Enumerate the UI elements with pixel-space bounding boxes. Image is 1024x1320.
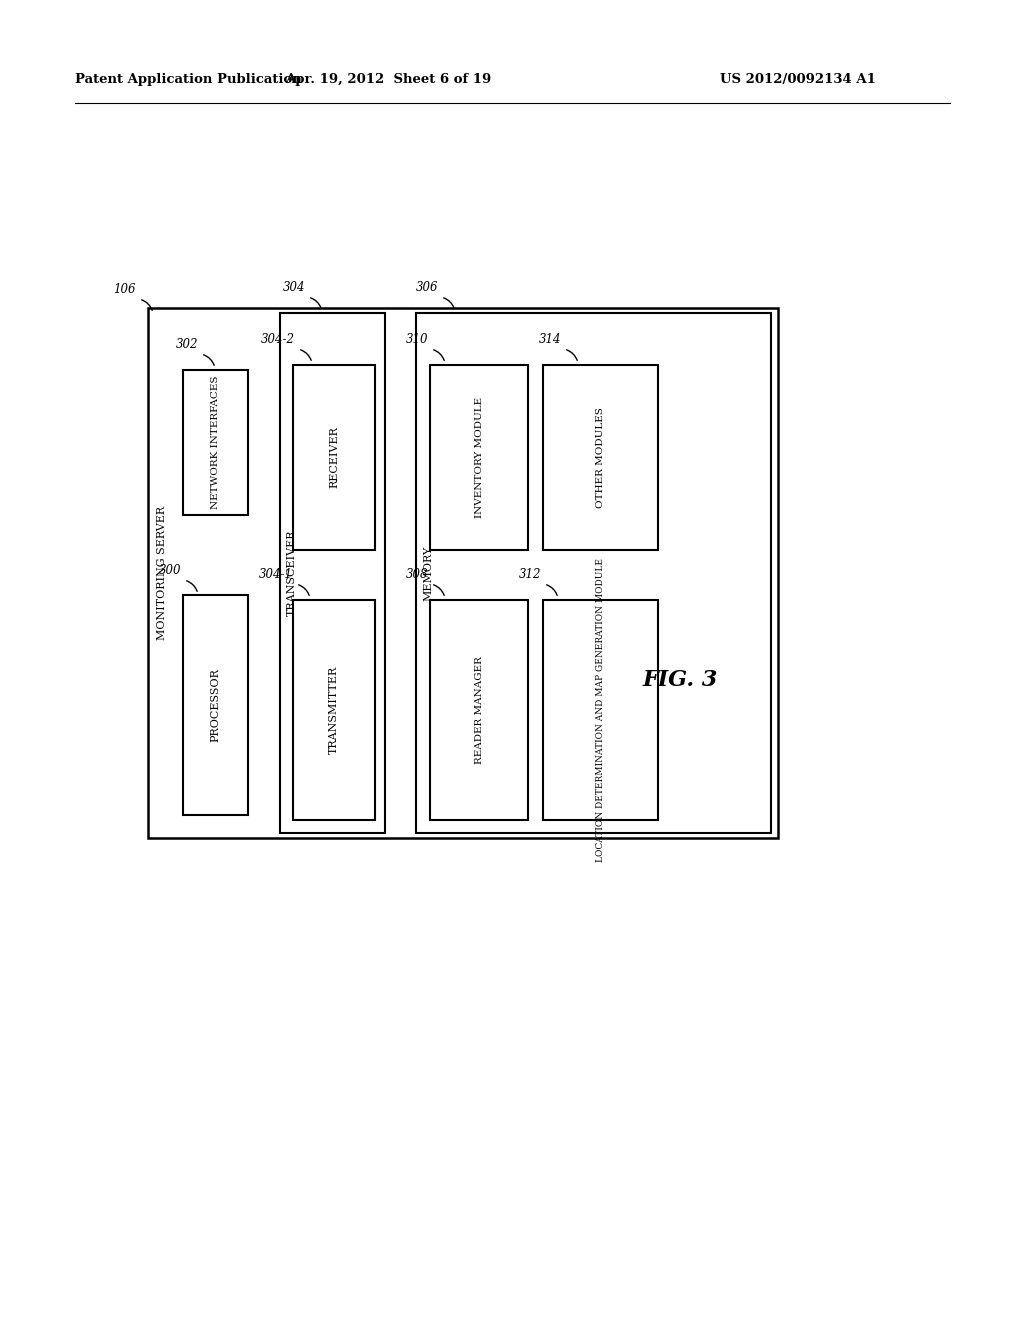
- Bar: [280, 313, 385, 833]
- Text: TRANSCEIVER: TRANSCEIVER: [287, 529, 297, 616]
- Text: 304-1: 304-1: [259, 568, 293, 581]
- Text: 304-2: 304-2: [261, 333, 295, 346]
- Text: 302: 302: [175, 338, 198, 351]
- Text: FIG. 3: FIG. 3: [642, 669, 718, 690]
- Text: 308: 308: [406, 568, 428, 581]
- Text: RECEIVER: RECEIVER: [329, 426, 339, 488]
- Text: PROCESSOR: PROCESSOR: [211, 668, 220, 742]
- Text: 306: 306: [416, 281, 438, 294]
- Bar: [183, 370, 248, 515]
- Bar: [148, 308, 778, 838]
- Text: US 2012/0092134 A1: US 2012/0092134 A1: [720, 74, 876, 87]
- Text: LOCATION DETERMINATION AND MAP GENERATION MODULE: LOCATION DETERMINATION AND MAP GENERATIO…: [596, 558, 605, 862]
- Text: Patent Application Publication: Patent Application Publication: [75, 74, 302, 87]
- Text: 312: 312: [518, 568, 541, 581]
- Bar: [293, 601, 375, 820]
- Bar: [543, 366, 658, 550]
- Text: Apr. 19, 2012  Sheet 6 of 19: Apr. 19, 2012 Sheet 6 of 19: [285, 74, 492, 87]
- Text: 314: 314: [539, 333, 561, 346]
- Bar: [293, 366, 375, 550]
- Bar: [430, 366, 528, 550]
- Text: READER MANAGER: READER MANAGER: [474, 656, 483, 764]
- Text: TRANSMITTER: TRANSMITTER: [329, 665, 339, 754]
- Text: 106: 106: [114, 282, 136, 296]
- Text: MONITORING SERVER: MONITORING SERVER: [157, 506, 167, 640]
- Bar: [543, 601, 658, 820]
- Text: OTHER MODULES: OTHER MODULES: [596, 407, 605, 508]
- Text: MEMORY: MEMORY: [423, 545, 433, 601]
- Text: 304: 304: [283, 281, 305, 294]
- Text: 300: 300: [159, 564, 181, 577]
- Bar: [183, 595, 248, 814]
- Bar: [416, 313, 771, 833]
- Text: INVENTORY MODULE: INVENTORY MODULE: [474, 397, 483, 517]
- Bar: [430, 601, 528, 820]
- Text: NETWORK INTERFACES: NETWORK INTERFACES: [211, 376, 220, 510]
- Text: 310: 310: [406, 333, 428, 346]
